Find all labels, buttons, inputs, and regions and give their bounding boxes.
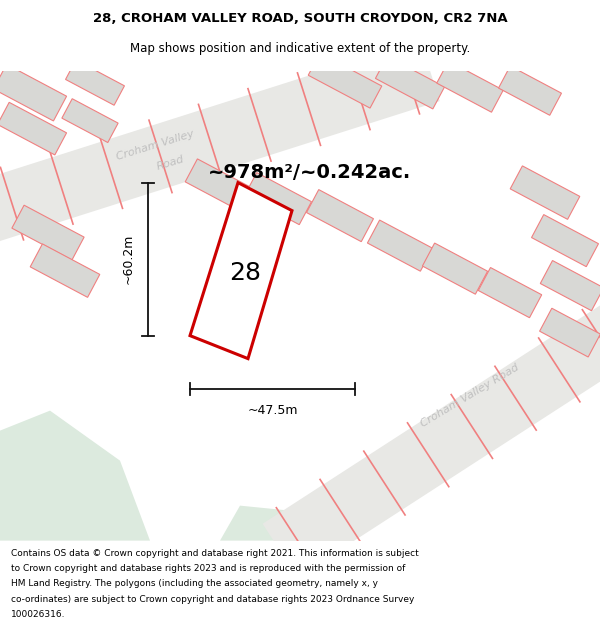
Polygon shape — [65, 60, 124, 105]
Polygon shape — [376, 56, 445, 109]
Polygon shape — [307, 189, 373, 242]
Polygon shape — [539, 308, 600, 357]
Polygon shape — [510, 166, 580, 219]
Polygon shape — [30, 244, 100, 298]
Text: ~47.5m: ~47.5m — [247, 404, 298, 417]
Polygon shape — [245, 173, 311, 224]
Text: to Crown copyright and database rights 2023 and is reproduced with the permissio: to Crown copyright and database rights 2… — [11, 564, 405, 574]
Text: HM Land Registry. The polygons (including the associated geometry, namely x, y: HM Land Registry. The polygons (includin… — [11, 579, 378, 589]
Polygon shape — [220, 506, 300, 541]
Polygon shape — [0, 64, 67, 121]
Text: Road: Road — [155, 154, 185, 172]
Text: 28: 28 — [229, 261, 261, 284]
Polygon shape — [437, 61, 503, 112]
Text: Contains OS data © Crown copyright and database right 2021. This information is : Contains OS data © Crown copyright and d… — [11, 549, 419, 559]
Polygon shape — [532, 214, 598, 267]
Text: Map shows position and indicative extent of the property.: Map shows position and indicative extent… — [130, 42, 470, 55]
Polygon shape — [0, 102, 67, 155]
Polygon shape — [0, 411, 150, 541]
Text: Croham Valley: Croham Valley — [115, 129, 195, 162]
Text: ~60.2m: ~60.2m — [121, 234, 134, 284]
Polygon shape — [12, 205, 84, 260]
Polygon shape — [263, 304, 600, 578]
Polygon shape — [185, 159, 255, 212]
Text: co-ordinates) are subject to Crown copyright and database rights 2023 Ordnance S: co-ordinates) are subject to Crown copyr… — [11, 594, 414, 604]
Polygon shape — [190, 182, 292, 359]
Text: 28, CROHAM VALLEY ROAD, SOUTH CROYDON, CR2 7NA: 28, CROHAM VALLEY ROAD, SOUTH CROYDON, C… — [92, 12, 508, 26]
Text: 100026316.: 100026316. — [11, 609, 65, 619]
Polygon shape — [478, 268, 542, 318]
Polygon shape — [308, 53, 382, 108]
Polygon shape — [0, 40, 440, 241]
Polygon shape — [499, 66, 562, 115]
Polygon shape — [62, 99, 118, 142]
Polygon shape — [540, 261, 600, 311]
Polygon shape — [422, 243, 488, 294]
Text: ~978m²/~0.242ac.: ~978m²/~0.242ac. — [208, 163, 412, 182]
Text: Croham Valley Road: Croham Valley Road — [419, 362, 521, 429]
Polygon shape — [367, 220, 433, 271]
